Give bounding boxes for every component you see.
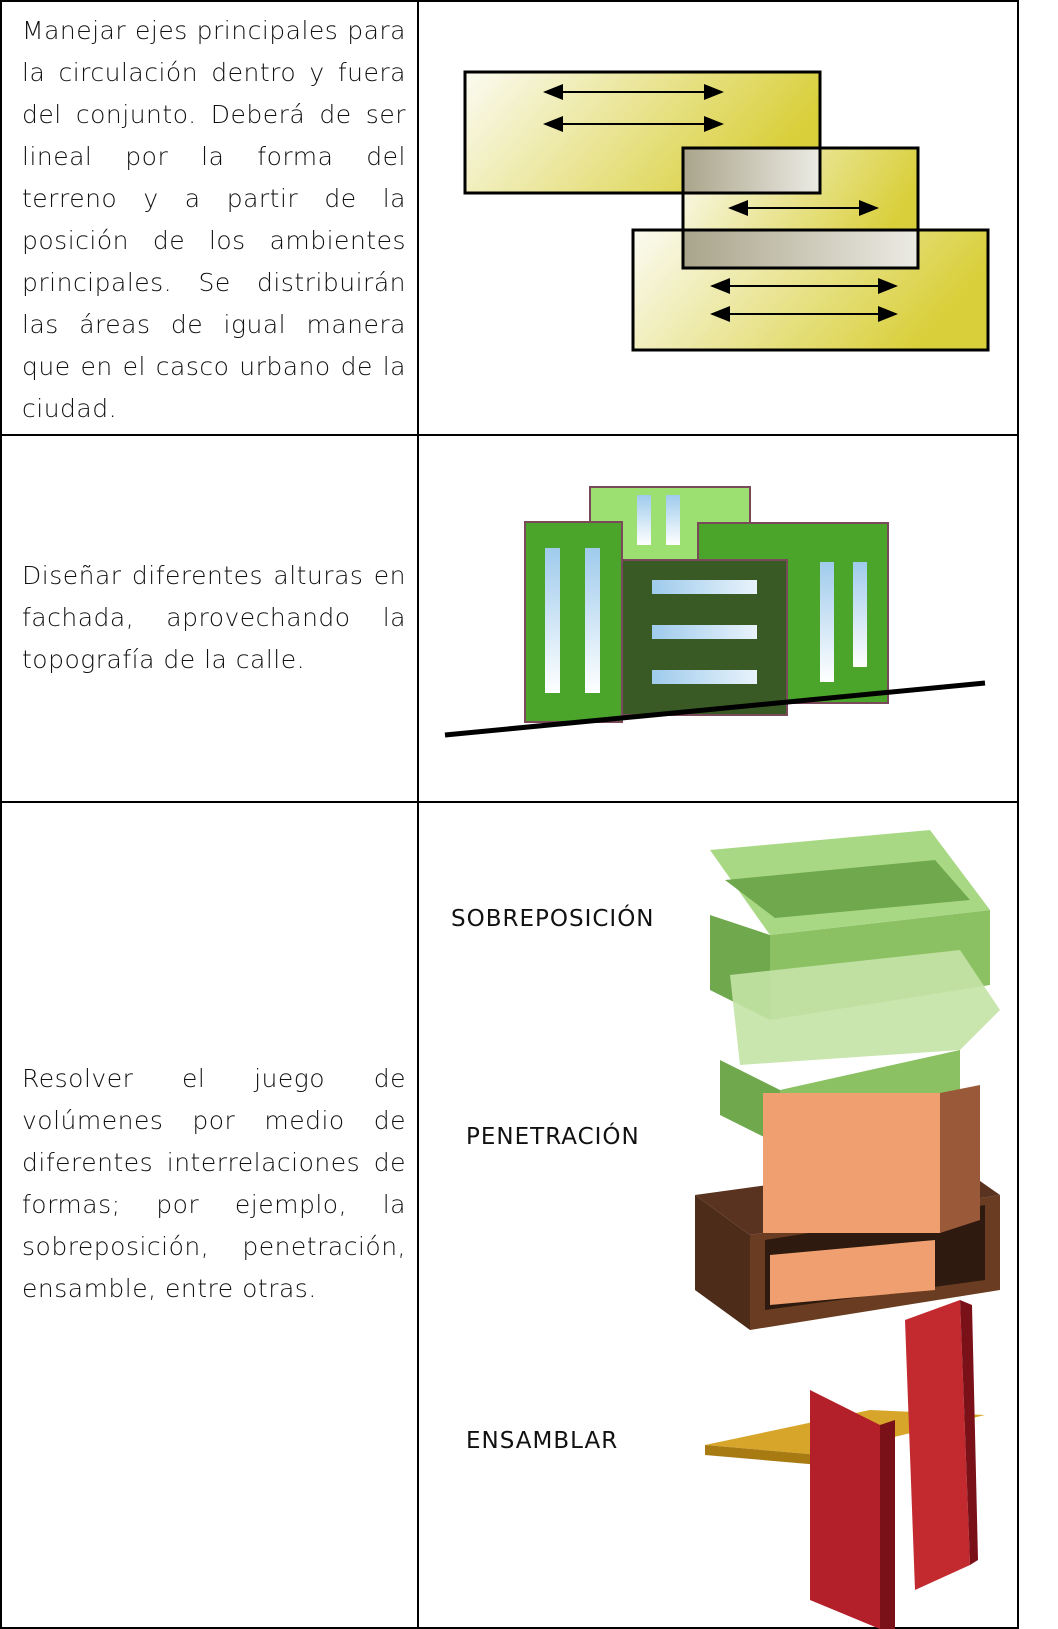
penetration-volumes bbox=[695, 1085, 1000, 1330]
facade-diagram bbox=[444, 486, 986, 738]
row-text: Manejar ejes principales para la circula… bbox=[22, 16, 406, 423]
drawing-label: SOBREPOSICIÓN bbox=[451, 906, 655, 932]
drawing-label: ENSAMBLAR bbox=[466, 1428, 619, 1454]
circulation-diagram bbox=[463, 70, 990, 352]
assembly-planes bbox=[705, 1300, 985, 1629]
table-grid bbox=[0, 0, 1019, 1629]
row-text: Resolver el juego de volúmenes por medio… bbox=[22, 1064, 406, 1303]
drawing-label: PENETRACIÓN bbox=[466, 1124, 640, 1150]
row-text: Diseñar diferentes alturas en fachada, a… bbox=[22, 561, 406, 674]
